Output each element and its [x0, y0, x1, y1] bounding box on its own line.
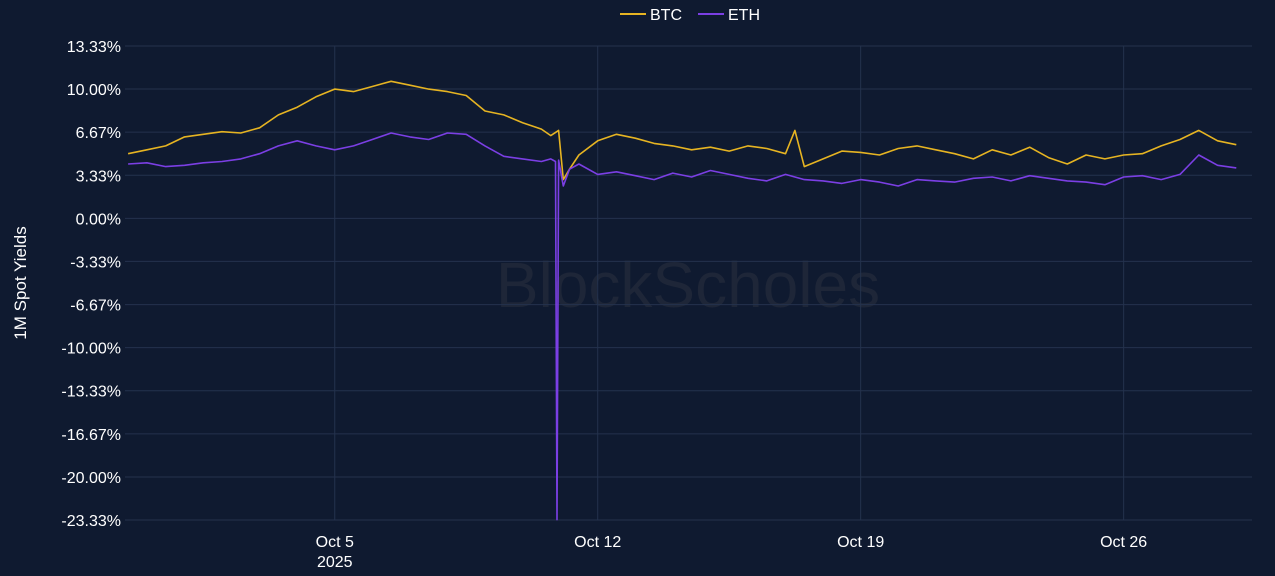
y-tick-label: 13.33% — [67, 39, 121, 56]
y-axis-title: 1M Spot Yields — [11, 226, 30, 339]
legend-item-btc[interactable]: BTC — [620, 7, 682, 24]
legend-label: ETH — [728, 7, 760, 24]
series-line-eth — [128, 132, 1237, 521]
y-tick-label: -16.67% — [61, 427, 121, 444]
series-line-btc — [127, 80, 1237, 181]
x-tick-sublabel: 2025 — [317, 554, 353, 571]
y-tick-label: -23.33% — [61, 513, 121, 530]
axes: 13.33% 10.00% 6.67% 3.33% 0.00% -3.33% -6.67% -… — [61, 39, 1147, 571]
legend[interactable]: BTC ETH — [620, 7, 760, 24]
y-tick-label: 0.00% — [76, 211, 121, 228]
series-lines — [127, 80, 1237, 521]
x-tick-label: Oct 26 — [1100, 534, 1147, 551]
y-tick-label: -10.00% — [61, 341, 121, 358]
grid-lines — [125, 45, 1252, 521]
y-tick-label: -13.33% — [61, 384, 121, 401]
x-tick-label: Oct 5 — [316, 534, 354, 551]
x-tick-label: Oct 12 — [574, 534, 621, 551]
y-tick-label: 10.00% — [67, 82, 121, 99]
y-tick-label: -3.33% — [70, 254, 121, 271]
y-tick-label: 3.33% — [76, 168, 121, 185]
y-tick-label: -20.00% — [61, 470, 121, 487]
blockscholes-watermark: BlockScholes — [496, 249, 880, 321]
y-tick-label: 6.67% — [76, 125, 121, 142]
x-tick-label: Oct 19 — [837, 534, 884, 551]
y-tick-label: -6.67% — [70, 298, 121, 315]
legend-item-eth[interactable]: ETH — [698, 7, 760, 24]
legend-label: BTC — [650, 7, 682, 24]
